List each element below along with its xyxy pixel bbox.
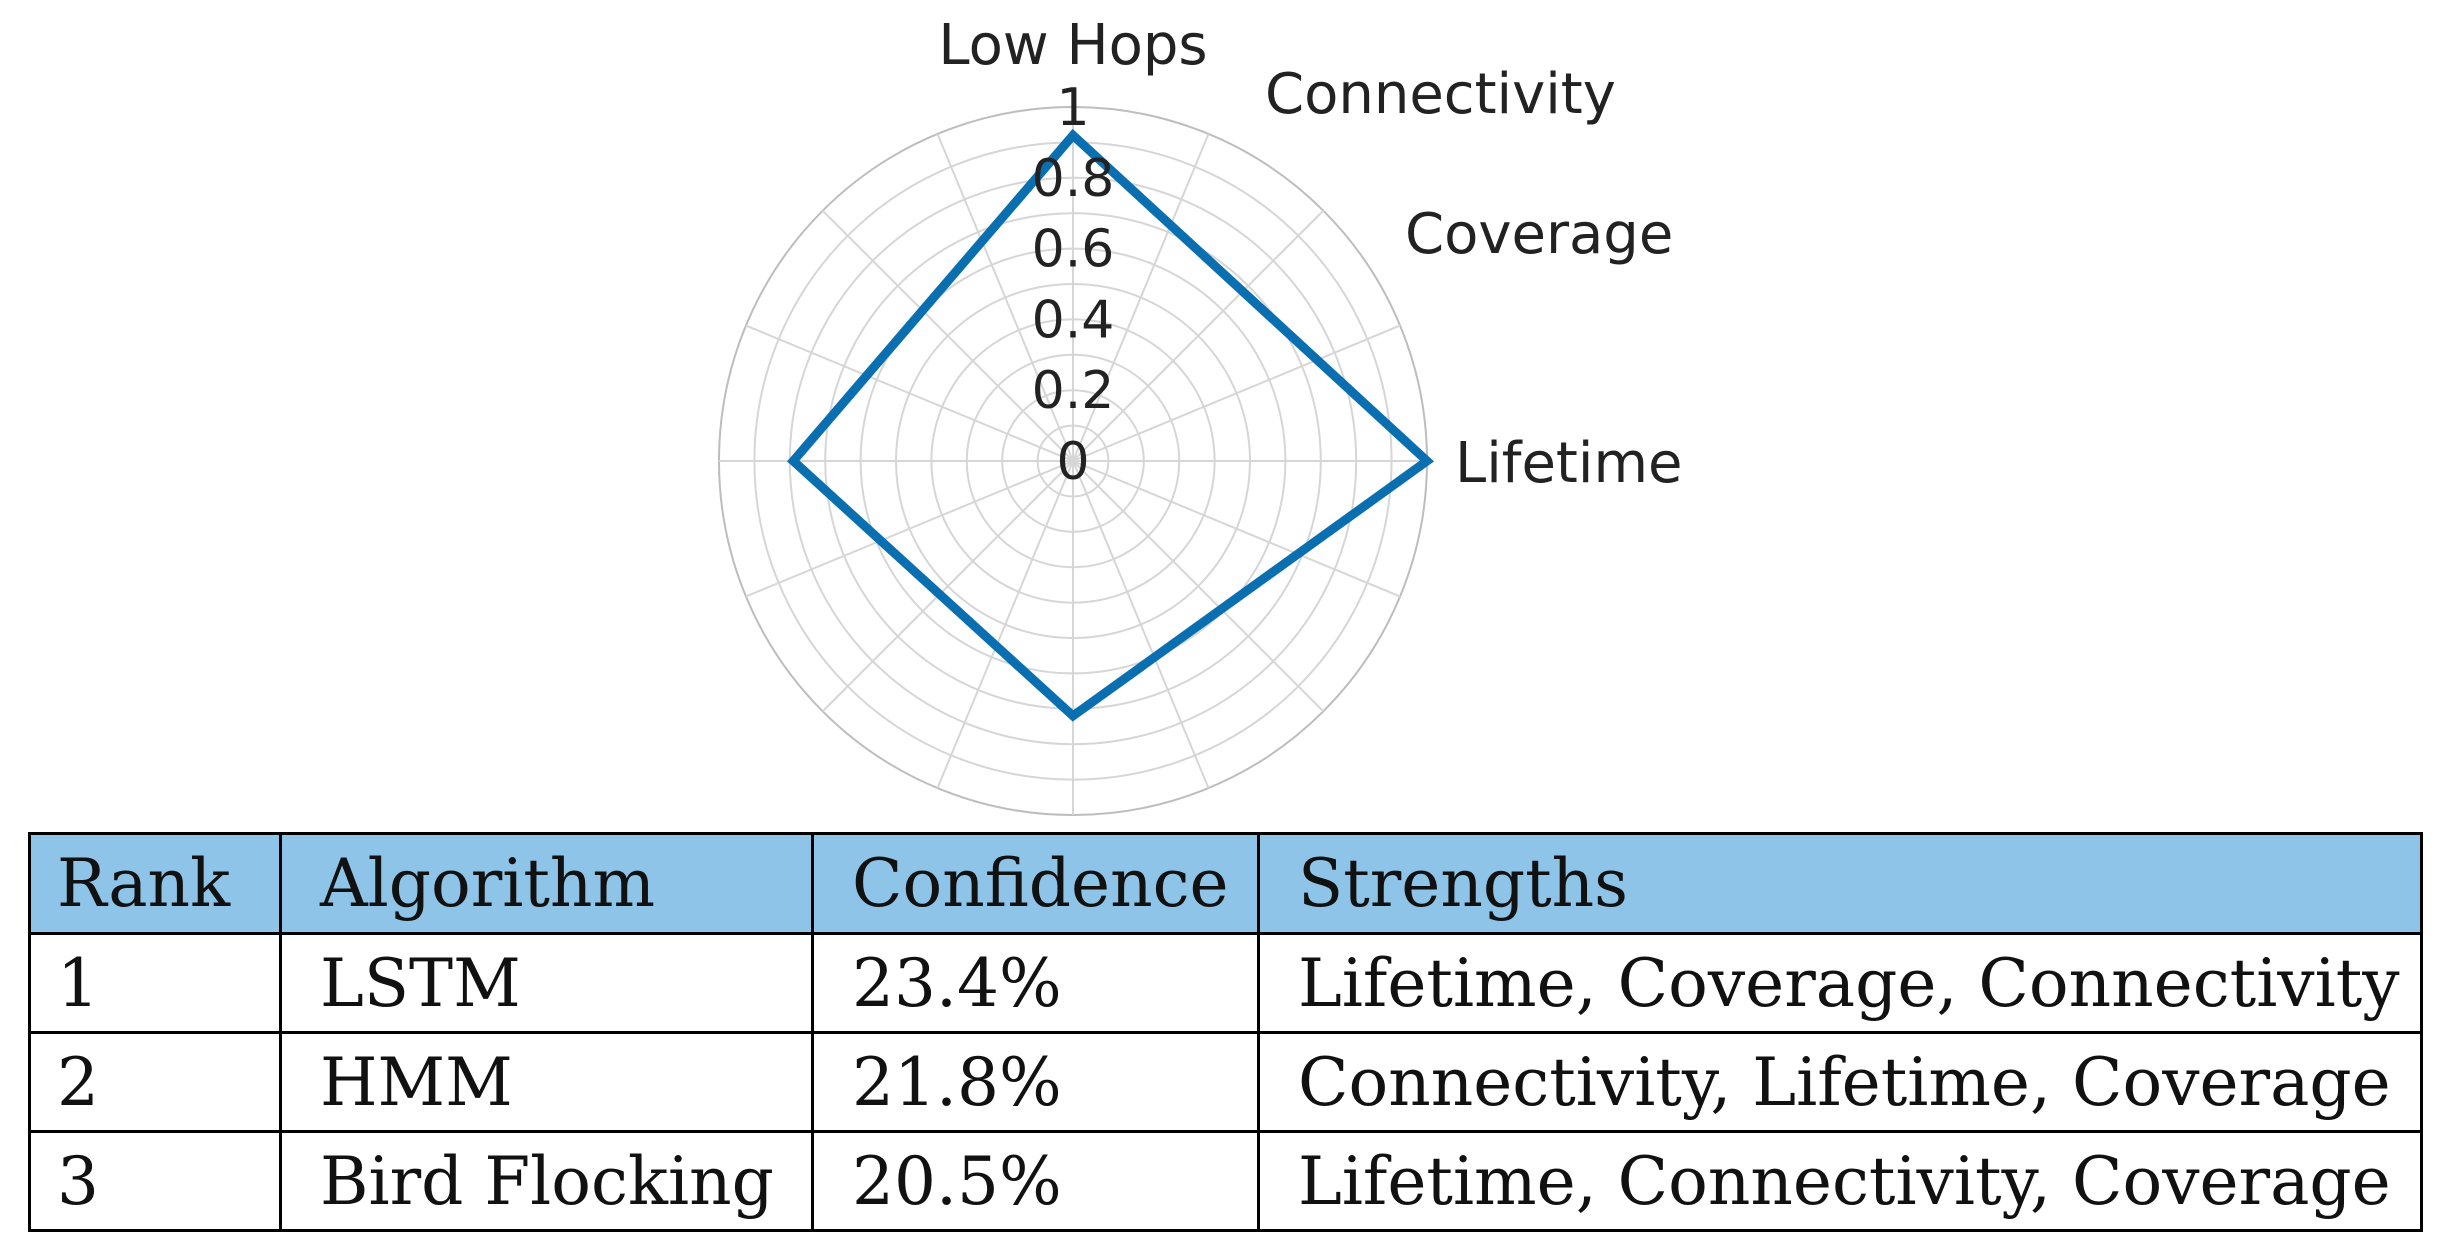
- grid-spoke: [1072, 209, 1325, 462]
- table-row: 3 Bird Flocking 20.5% Lifetime, Connecti…: [28, 1130, 2423, 1232]
- radial-tick-label: 0.6: [1032, 220, 1115, 280]
- radial-tick-label: 0: [1056, 432, 1089, 492]
- grid-spoke: [821, 209, 1074, 462]
- grid-spoke: [1072, 133, 1210, 462]
- radial-tick-label: 0.2: [1032, 361, 1115, 421]
- grid-spoke: [1072, 460, 1401, 598]
- strengths-cell: Connectivity, Lifetime, Coverage: [1257, 1031, 2423, 1133]
- rank-cell: 2: [28, 1031, 282, 1133]
- ranking-table: Rank Algorithm Confidence Strengths 1 LS…: [28, 832, 2423, 1232]
- confidence-cell: 20.5%: [811, 1130, 1260, 1232]
- grid-spoke: [936, 460, 1074, 789]
- column-header-confidence: Confidence: [811, 832, 1260, 935]
- algorithm-cell: HMM: [279, 1031, 814, 1133]
- radar-axis-labels: Lifetime Coverage Connectivity Low Hops: [938, 13, 1682, 496]
- axis-label-connectivity: Connectivity: [1265, 62, 1616, 127]
- rank-cell: 3: [28, 1130, 282, 1232]
- grid-spoke: [936, 133, 1074, 462]
- axis-label-coverage: Coverage: [1405, 202, 1673, 267]
- table-row: 1 LSTM 23.4% Lifetime, Coverage, Connect…: [28, 932, 2423, 1034]
- grid-spoke: [1072, 460, 1210, 789]
- column-header-rank: Rank: [28, 832, 282, 935]
- table-header-row: Rank Algorithm Confidence Strengths: [28, 832, 2423, 935]
- grid-spoke: [821, 460, 1074, 713]
- column-header-strengths: Strengths: [1257, 832, 2423, 935]
- axis-label-lifetime: Lifetime: [1455, 431, 1682, 496]
- series-polygon: [787, 128, 1435, 722]
- strengths-cell: Lifetime, Connectivity, Coverage: [1257, 1130, 2423, 1232]
- column-header-algorithm: Algorithm: [279, 832, 814, 935]
- axis-label-low-hops: Low Hops: [938, 13, 1207, 78]
- radar-tick-labels: 0 0.2 0.4 0.6 0.8 1: [1032, 78, 1115, 492]
- confidence-cell: 21.8%: [811, 1031, 1260, 1133]
- radar-chart: 0 0.2 0.4 0.6 0.8 1 Lifetime Coverage Connectiv…: [718, 13, 1682, 816]
- grid-spoke: [745, 460, 1074, 598]
- grid-spoke: [1072, 460, 1325, 713]
- algorithm-cell: LSTM: [279, 932, 814, 1034]
- radial-tick-label: 0.4: [1032, 290, 1115, 350]
- rank-cell: 1: [28, 932, 282, 1034]
- radar-grid-spokes: [719, 107, 1427, 815]
- grid-spoke: [1072, 324, 1401, 462]
- algorithm-cell: Bird Flocking: [279, 1130, 814, 1232]
- grid-spoke: [745, 324, 1074, 462]
- confidence-cell: 23.4%: [811, 932, 1260, 1034]
- radial-tick-label: 1: [1056, 78, 1089, 138]
- table-row: 2 HMM 21.8% Connectivity, Lifetime, Cove…: [28, 1031, 2423, 1133]
- strengths-cell: Lifetime, Coverage, Connectivity: [1257, 932, 2423, 1034]
- radial-tick-label: 0.8: [1032, 149, 1115, 209]
- radar-series-layer: [787, 128, 1435, 722]
